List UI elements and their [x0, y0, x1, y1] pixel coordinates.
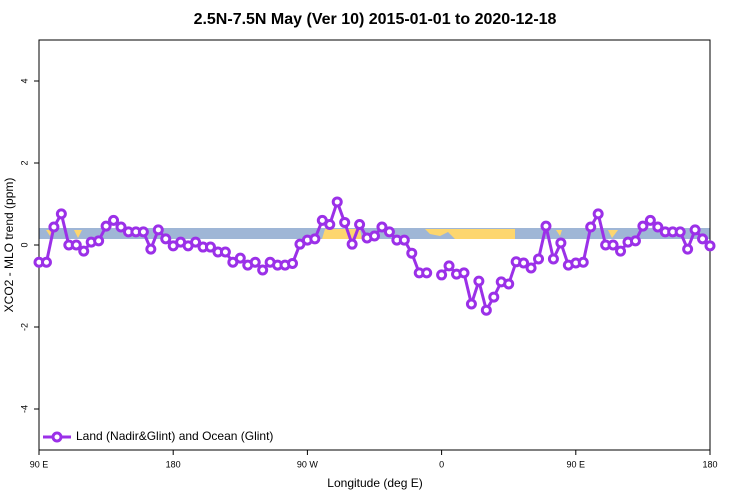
data-point: [518, 257, 530, 269]
series-line: [39, 200, 712, 312]
chart-title: 2.5N-7.5N May (Ver 10) 2015-01-01 to 202…: [194, 11, 557, 28]
legend-label: Land (Nadir&Glint) and Ocean (Glint): [76, 429, 273, 443]
data-point: [585, 221, 597, 233]
data-point: [137, 226, 149, 238]
data-point: [309, 233, 321, 245]
data-point: [376, 221, 388, 233]
data-point: [219, 246, 231, 258]
data-point: [369, 230, 380, 242]
y-tick-label: 2: [19, 160, 29, 165]
data-point: [190, 236, 202, 248]
data-point: [108, 214, 120, 226]
data-point: [473, 275, 485, 287]
data-point: [249, 256, 261, 268]
data-point: [115, 221, 127, 233]
x-tick-label: 90 E: [30, 459, 49, 469]
x-axis-label: Longitude (deg E): [327, 476, 422, 490]
data-point: [533, 253, 545, 265]
data-point: [331, 196, 343, 208]
data-point: [48, 221, 60, 233]
y-tick-label: -4: [19, 405, 29, 413]
data-point: [145, 243, 157, 255]
data-point: [615, 245, 627, 257]
data-point: [525, 262, 537, 274]
data-point: [40, 256, 52, 268]
data-point: [644, 214, 656, 226]
data-point: [637, 220, 649, 232]
data-point: [436, 269, 448, 281]
data-point: [697, 233, 709, 245]
x-tick-label: 180: [166, 459, 181, 469]
data-point: [406, 247, 418, 259]
legend-marker: [51, 431, 63, 443]
y-tick-label: 0: [19, 242, 29, 247]
legend: Land (Nadir&Glint) and Ocean (Glint): [43, 429, 273, 443]
data-point: [100, 220, 112, 232]
y-tick-label: -2: [19, 323, 29, 331]
data-point: [465, 298, 477, 310]
data-point: [152, 224, 164, 236]
data-point: [421, 267, 433, 279]
data-point: [689, 224, 701, 236]
data-point: [652, 221, 664, 233]
x-tick-label: 90 E: [567, 459, 586, 469]
data-point: [682, 243, 694, 255]
data-point: [78, 245, 90, 257]
data-point: [346, 238, 358, 250]
data-point: [160, 233, 172, 245]
data-point: [540, 220, 552, 232]
y-tick-label: 4: [19, 78, 29, 83]
data-point: [555, 237, 567, 249]
data-point: [547, 253, 559, 265]
data-point: [324, 219, 336, 230]
data-point: [480, 304, 492, 316]
x-tick-label: 0: [439, 459, 444, 469]
data-point: [354, 219, 366, 230]
data-point: [607, 239, 619, 251]
data-point: [577, 256, 589, 268]
data-point: [704, 240, 716, 252]
land-shape: [46, 229, 618, 239]
data-point: [398, 234, 410, 246]
data-point: [629, 235, 641, 247]
data-point: [443, 260, 455, 272]
data-point: [93, 235, 105, 247]
data-point: [383, 226, 395, 238]
x-tick-label: 90 W: [297, 459, 319, 469]
data-point: [339, 216, 351, 228]
data-point: [204, 241, 216, 253]
data-point: [488, 291, 500, 303]
data-point: [55, 208, 67, 220]
data-point: [234, 252, 246, 264]
data-point: [592, 208, 604, 220]
data-point: [503, 278, 515, 290]
data-point: [70, 239, 82, 251]
data-point: [286, 257, 298, 269]
data-point: [458, 267, 470, 279]
data-point: [674, 226, 686, 238]
data-point: [257, 264, 269, 276]
y-axis-label: XCO2 - MLO trend (ppm): [2, 178, 16, 313]
x-tick-label: 180: [702, 459, 717, 469]
